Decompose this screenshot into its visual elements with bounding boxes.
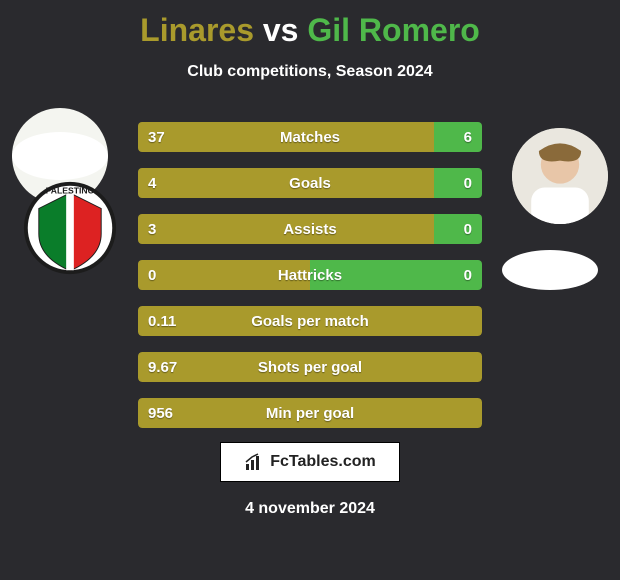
- player1-club-badge: PALESTINO: [22, 180, 118, 276]
- stat-left-value: 4: [148, 175, 156, 192]
- stat-row-goals-per-match: 0.11Goals per match: [138, 306, 482, 336]
- player1-name: Linares: [140, 12, 254, 48]
- vs-text: vs: [263, 12, 299, 48]
- stat-single-bar: 956: [138, 398, 482, 428]
- fctables-text: FcTables.com: [270, 453, 376, 471]
- stat-row-hattricks: 00Hattricks: [138, 260, 482, 290]
- fctables-logo[interactable]: FcTables.com: [220, 442, 400, 482]
- stat-left-bar: 3: [138, 214, 434, 244]
- stat-right-bar: 6: [434, 122, 482, 152]
- stat-right-value: 0: [464, 175, 472, 192]
- chart-icon: [244, 452, 264, 472]
- comparison-title: Linares vs Gil Romero: [0, 0, 620, 49]
- stat-single-bar: 0.11: [138, 306, 482, 336]
- player2-name: Gil Romero: [307, 12, 479, 48]
- stat-left-bar: 0: [138, 260, 310, 290]
- palestino-badge-svg: PALESTINO: [22, 180, 118, 276]
- stat-left-bar: 37: [138, 122, 434, 152]
- stat-right-value: 0: [464, 267, 472, 284]
- stat-right-value: 0: [464, 221, 472, 238]
- comparison-bars: 376Matches40Goals30Assists00Hattricks0.1…: [138, 122, 482, 444]
- stat-right-bar: 0: [434, 214, 482, 244]
- stat-row-matches: 376Matches: [138, 122, 482, 152]
- stat-right-bar: 0: [434, 168, 482, 198]
- stat-single-value: 0.11: [138, 313, 176, 330]
- stat-row-shots-per-goal: 9.67Shots per goal: [138, 352, 482, 382]
- stat-row-goals: 40Goals: [138, 168, 482, 198]
- stat-left-value: 37: [148, 129, 165, 146]
- svg-text:PALESTINO: PALESTINO: [46, 185, 95, 195]
- stat-right-value: 6: [464, 129, 472, 146]
- stat-left-value: 0: [148, 267, 156, 284]
- subtitle: Club competitions, Season 2024: [0, 63, 620, 81]
- stat-single-value: 9.67: [138, 359, 177, 376]
- stat-single-value: 956: [138, 405, 173, 422]
- stat-left-value: 3: [148, 221, 156, 238]
- stat-left-bar: 4: [138, 168, 434, 198]
- player2-avatar-svg: [512, 128, 608, 224]
- stat-row-min-per-goal: 956Min per goal: [138, 398, 482, 428]
- footer-date: 4 november 2024: [0, 500, 620, 518]
- stat-right-bar: 0: [310, 260, 482, 290]
- stat-row-assists: 30Assists: [138, 214, 482, 244]
- player2-avatar: [512, 128, 608, 224]
- stat-single-bar: 9.67: [138, 352, 482, 382]
- player2-club-badge: [502, 245, 598, 295]
